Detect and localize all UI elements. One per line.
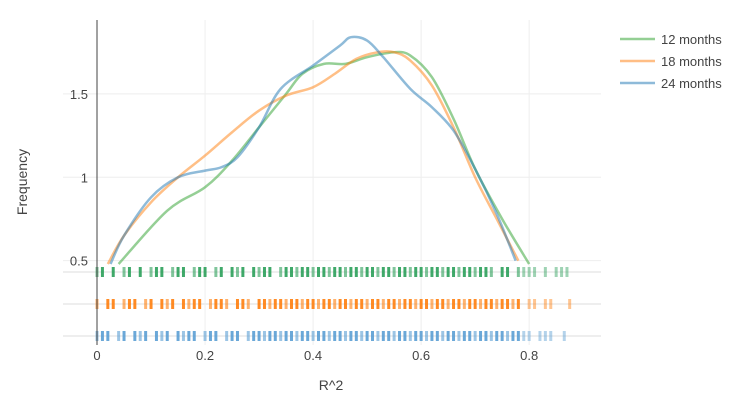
y-tick-label: 1.5 <box>70 87 88 102</box>
x-tick-label: 0.2 <box>196 348 214 363</box>
y-tick-label: 1 <box>81 170 88 185</box>
y-axis-label: Frequency <box>14 149 30 215</box>
x-tick-label: 0.4 <box>304 348 322 363</box>
x-tick-label: 0.8 <box>520 348 538 363</box>
density-curve <box>117 50 531 265</box>
legend-item[interactable]: 18 months <box>620 54 722 69</box>
legend-item[interactable]: 12 months <box>620 32 722 47</box>
legend: 12 months 18 months 24 months <box>620 32 722 91</box>
legend-label: 24 months <box>661 76 722 91</box>
grid <box>63 20 601 345</box>
x-tick-label: 0 <box>93 348 100 363</box>
y-tick-label: 0.5 <box>70 254 88 269</box>
legend-label: 18 months <box>661 54 722 69</box>
legend-item[interactable]: 24 months <box>620 76 722 91</box>
x-tick-label: 0.6 <box>412 348 430 363</box>
tick-labels: 0 0.2 0.4 0.6 0.8 0.5 1 1.5 <box>70 87 538 363</box>
x-axis-label: R^2 <box>319 377 344 393</box>
density-curve <box>109 35 517 265</box>
density-curves <box>106 35 531 265</box>
rug-plots <box>95 267 572 341</box>
legend-label: 12 months <box>661 32 722 47</box>
